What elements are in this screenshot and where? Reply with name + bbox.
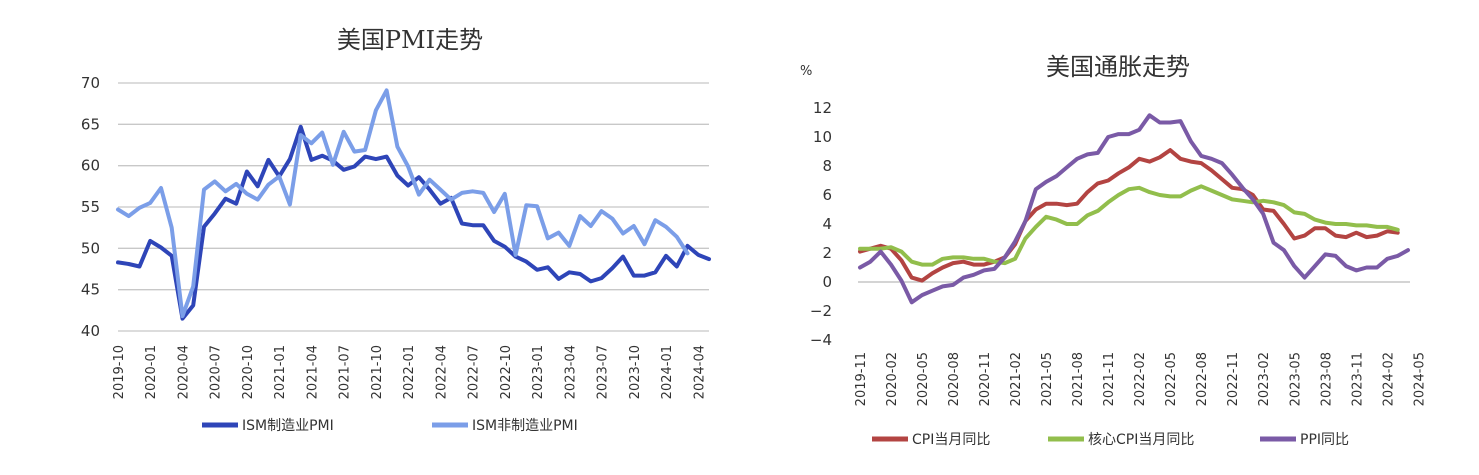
x-tick-label: 2021-05 — [1040, 352, 1055, 406]
x-tick-label: 2021-02 — [1009, 352, 1024, 406]
legend: CPI当月同比 核心CPI当月同比 PPI同比 — [872, 432, 1349, 448]
x-tick-label: 2024-02 — [1381, 352, 1396, 406]
x-tick-label: 2021-07 — [338, 345, 353, 399]
y-tick-label: −2 — [810, 302, 832, 320]
x-tick-label: 2019-10 — [112, 345, 127, 399]
x-tick-label: 2023-11 — [1350, 352, 1365, 406]
legend: ISM制造业PMI ISM非制造业PMI — [202, 418, 578, 434]
x-tick-label: 2022-07 — [467, 345, 482, 399]
legend-label-ism-services: ISM非制造业PMI — [472, 418, 578, 434]
chart-title: 美国PMI走势 — [337, 26, 483, 54]
x-tick-label: 2020-01 — [144, 345, 159, 399]
x-tick-label: 2023-07 — [596, 345, 611, 399]
legend-label-core-cpi: 核心CPI当月同比 — [1088, 432, 1194, 448]
x-tick-label: 2024-01 — [660, 345, 675, 399]
x-tick-label: 2023-02 — [1257, 352, 1272, 406]
y-tick-label: 2 — [822, 244, 832, 262]
x-tick-label: 2021-08 — [1071, 352, 1086, 406]
y-tick-label: 0 — [822, 273, 832, 291]
y-axis-unit: % — [800, 64, 812, 79]
x-tick-label: 2022-02 — [1133, 352, 1148, 406]
y-tick-label: 10 — [813, 128, 832, 146]
x-tick-label: 2019-11 — [854, 352, 869, 406]
grid-lines — [118, 82, 709, 332]
y-tick-label: 45 — [81, 281, 100, 299]
legend-label-ppi: PPI同比 — [1300, 432, 1349, 448]
x-tick-label: 2020-11 — [978, 352, 993, 406]
x-tick-label: 2024-05 — [1412, 352, 1427, 406]
x-tick-label: 2023-05 — [1288, 352, 1303, 406]
y-tick-label: 60 — [81, 157, 100, 175]
y-tick-label: 65 — [81, 115, 100, 133]
x-tick-label: 2020-10 — [241, 345, 256, 399]
x-tick-label: 2020-04 — [176, 345, 191, 399]
x-tick-label: 2022-10 — [499, 345, 514, 399]
x-tick-label: 2022-08 — [1195, 352, 1210, 406]
y-tick-label: 40 — [81, 322, 100, 340]
y-tick-label: −4 — [810, 331, 832, 349]
x-tick-label: 2023-08 — [1319, 352, 1334, 406]
y-axis-ticks: 40 45 50 55 60 65 70 — [81, 74, 100, 340]
x-tick-label: 2021-04 — [305, 345, 320, 399]
x-tick-label: 2021-10 — [370, 345, 385, 399]
y-tick-label: 50 — [81, 239, 100, 257]
x-tick-label: 2022-11 — [1226, 352, 1241, 406]
x-axis-ticks: 2019-11 2020-02 2020-05 2020-08 2020-11 2021-… — [854, 352, 1427, 406]
series-line-0 — [858, 148, 1400, 283]
y-tick-label: 12 — [813, 99, 832, 117]
x-tick-label: 2024-04 — [692, 345, 707, 399]
series-line-1 — [858, 184, 1400, 267]
series-lines — [116, 88, 711, 321]
y-tick-label: 8 — [822, 157, 832, 175]
x-tick-label: 2023-10 — [628, 345, 643, 399]
y-axis-ticks: −4 −2 0 2 4 6 8 10 12 — [810, 99, 832, 349]
y-tick-label: 70 — [81, 74, 100, 92]
x-tick-label: 2020-08 — [947, 352, 962, 406]
x-tick-label: 2020-07 — [209, 345, 224, 399]
x-tick-label: 2023-04 — [563, 345, 578, 399]
y-tick-label: 55 — [81, 198, 100, 216]
x-tick-label: 2022-01 — [402, 345, 417, 399]
x-tick-label: 2021-01 — [273, 345, 288, 399]
series-lines — [858, 113, 1410, 305]
x-tick-label: 2022-04 — [434, 345, 449, 399]
legend-label-cpi: CPI当月同比 — [912, 432, 990, 448]
x-tick-label: 2020-05 — [916, 352, 931, 406]
x-tick-label: 2020-02 — [885, 352, 900, 406]
x-tick-label: 2022-05 — [1164, 352, 1179, 406]
x-tick-label: 2021-11 — [1102, 352, 1117, 406]
series-line-1 — [116, 88, 690, 319]
y-tick-label: 4 — [822, 215, 832, 233]
x-axis-ticks: 2019-10 2020-01 2020-04 2020-07 2020-10 2021-… — [112, 345, 707, 399]
y-tick-label: 6 — [822, 186, 832, 204]
ism-pmi-chart: 美国PMI走势 40 45 50 55 60 65 70 2019-10 2020-01 202… — [81, 26, 711, 434]
legend-label-ism-manufacturing: ISM制造业PMI — [242, 418, 334, 434]
x-tick-label: 2023-01 — [531, 345, 546, 399]
series-line-2 — [858, 113, 1410, 305]
us-inflation-chart: 美国通胀走势 % −4 −2 0 2 4 6 8 10 12 2019-11 2020-02 202… — [800, 53, 1427, 448]
chart-title: 美国通胀走势 — [1046, 53, 1190, 81]
